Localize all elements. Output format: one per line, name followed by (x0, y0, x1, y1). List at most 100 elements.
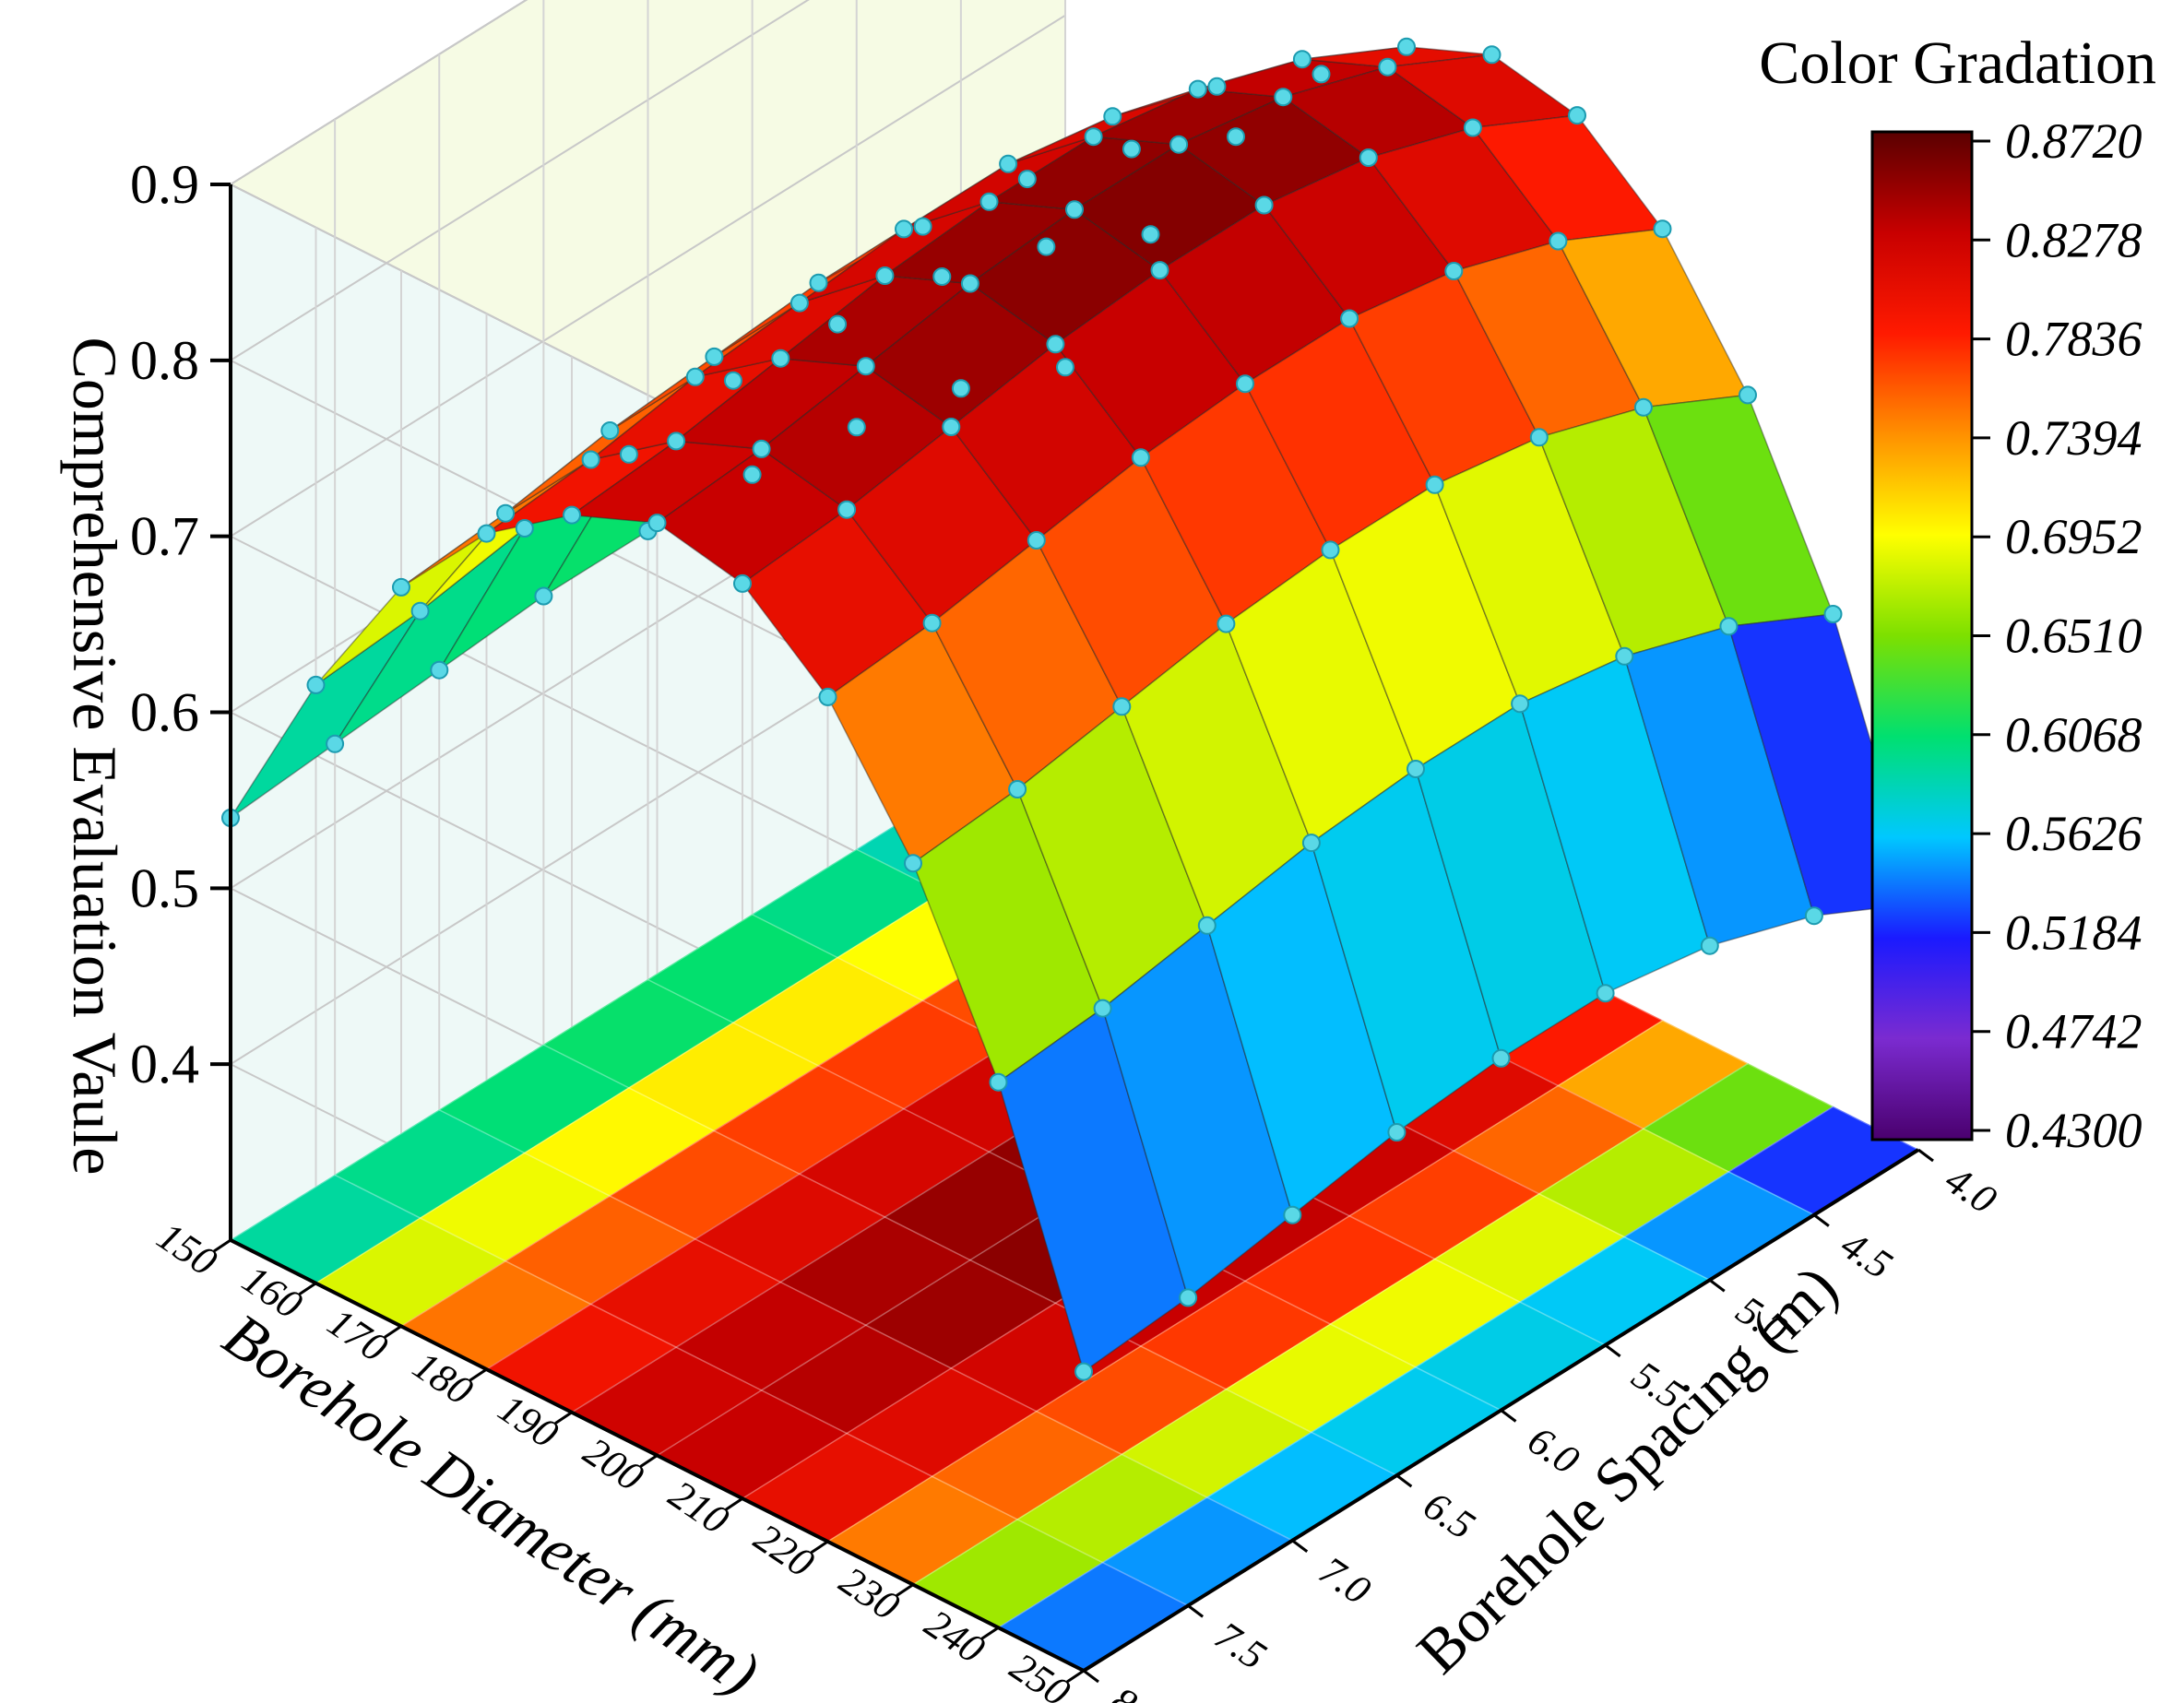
data-point (1312, 65, 1331, 84)
y-tick (1500, 1409, 1517, 1423)
floor-gridline (827, 1020, 1663, 1543)
z-tick-label: 0.7 (130, 506, 199, 567)
y-tick (1187, 1604, 1205, 1618)
gridline (230, 0, 528, 185)
data-point (1444, 262, 1464, 280)
data-point (1359, 148, 1378, 167)
data-point (818, 687, 837, 706)
data-point (828, 314, 848, 334)
x-tick (639, 1454, 659, 1468)
floor-gridline (334, 1174, 1189, 1607)
data-point (1700, 936, 1719, 955)
data-point (1615, 646, 1634, 666)
colorbar-tick-label: 0.7836 (2005, 312, 2142, 367)
data-point (1482, 45, 1502, 65)
data-point (895, 219, 913, 239)
data-point (1046, 335, 1065, 354)
data-point (1179, 1288, 1198, 1307)
data-point (742, 465, 762, 484)
data-point (1397, 37, 1416, 56)
colorbar-tick-label: 0.8278 (2005, 212, 2142, 267)
data-point (875, 266, 895, 285)
data-point (809, 273, 828, 292)
data-point (1056, 358, 1074, 377)
data-point (1549, 231, 1568, 251)
data-point (1378, 57, 1397, 77)
data-point (1217, 614, 1236, 633)
data-point (1065, 200, 1084, 219)
floor-gridline (998, 1106, 1834, 1628)
data-point (705, 347, 724, 366)
z-tick-label: 0.4 (130, 1034, 199, 1094)
x-tick (213, 1238, 231, 1253)
data-point (1227, 127, 1245, 147)
data-point (1568, 106, 1586, 125)
data-point (1387, 1123, 1407, 1141)
data-point (326, 734, 345, 753)
x-tick (725, 1496, 743, 1511)
z-axis-title: Comprehensive Evaluation Vaule (60, 337, 130, 1176)
data-point (1407, 760, 1425, 778)
surface-data-points (221, 37, 1928, 1381)
data-point (685, 367, 705, 386)
data-point (951, 379, 970, 398)
x-tick (384, 1325, 402, 1339)
data-point (430, 660, 449, 680)
y-tick (1291, 1539, 1309, 1553)
x-tick (810, 1540, 829, 1555)
data-point (392, 577, 410, 597)
data-point (1084, 127, 1103, 147)
data-point (733, 574, 752, 593)
data-point (1093, 999, 1112, 1018)
floor-gridline (912, 1062, 1749, 1586)
y-tick-label: 6.5 (1416, 1483, 1483, 1548)
colorbar-tick-label: 0.6510 (2005, 609, 2142, 664)
y-tick (1604, 1343, 1621, 1358)
data-point (1425, 475, 1444, 494)
y-tick (1917, 1148, 1934, 1163)
data-point (1463, 118, 1482, 137)
data-point (1074, 1362, 1093, 1381)
data-point (1491, 1048, 1511, 1068)
data-point (789, 293, 809, 313)
data-point (1254, 195, 1274, 215)
data-point (477, 524, 496, 543)
data-point (1188, 79, 1207, 99)
data-point (1037, 237, 1056, 256)
data-point (1017, 170, 1037, 189)
data-point (1207, 77, 1227, 96)
x-tick (1066, 1669, 1085, 1684)
x-tick (896, 1583, 914, 1597)
data-point (942, 418, 961, 436)
z-tick-label: 0.6 (130, 682, 199, 743)
colorbar-ramp (1870, 130, 1974, 1141)
data-point (1274, 88, 1293, 107)
data-point (306, 675, 326, 694)
y-tick-label: 8.0 (1102, 1678, 1169, 1703)
data-point (667, 432, 686, 451)
colorbar-tick-label: 0.4300 (2005, 1103, 2142, 1158)
colorbar-tick-label: 0.8720 (2005, 113, 2142, 169)
data-point (1340, 309, 1359, 328)
y-tick (1708, 1279, 1726, 1293)
x-tick (980, 1626, 1000, 1640)
colorbar-tick-label: 0.5184 (2005, 905, 2142, 960)
y-tick (1812, 1213, 1830, 1227)
data-point (856, 357, 875, 376)
y-tick-label: 4.0 (1937, 1157, 2004, 1223)
y-tick (1395, 1473, 1413, 1488)
data-point (771, 349, 790, 368)
data-point (999, 154, 1018, 173)
x-tick (469, 1367, 488, 1382)
data-point (913, 217, 932, 236)
data-point (1511, 694, 1530, 714)
data-point (1103, 107, 1122, 126)
colorbar-tick-label: 0.4742 (2005, 1004, 2142, 1059)
data-point (534, 586, 553, 606)
colorbar-title: Color Gradation (1759, 30, 2156, 97)
y-tick (1083, 1669, 1099, 1684)
y-tick-label: 4.5 (1833, 1222, 1900, 1287)
z-tick-label: 0.8 (130, 330, 199, 391)
data-point (1823, 605, 1843, 623)
data-point (724, 371, 742, 390)
